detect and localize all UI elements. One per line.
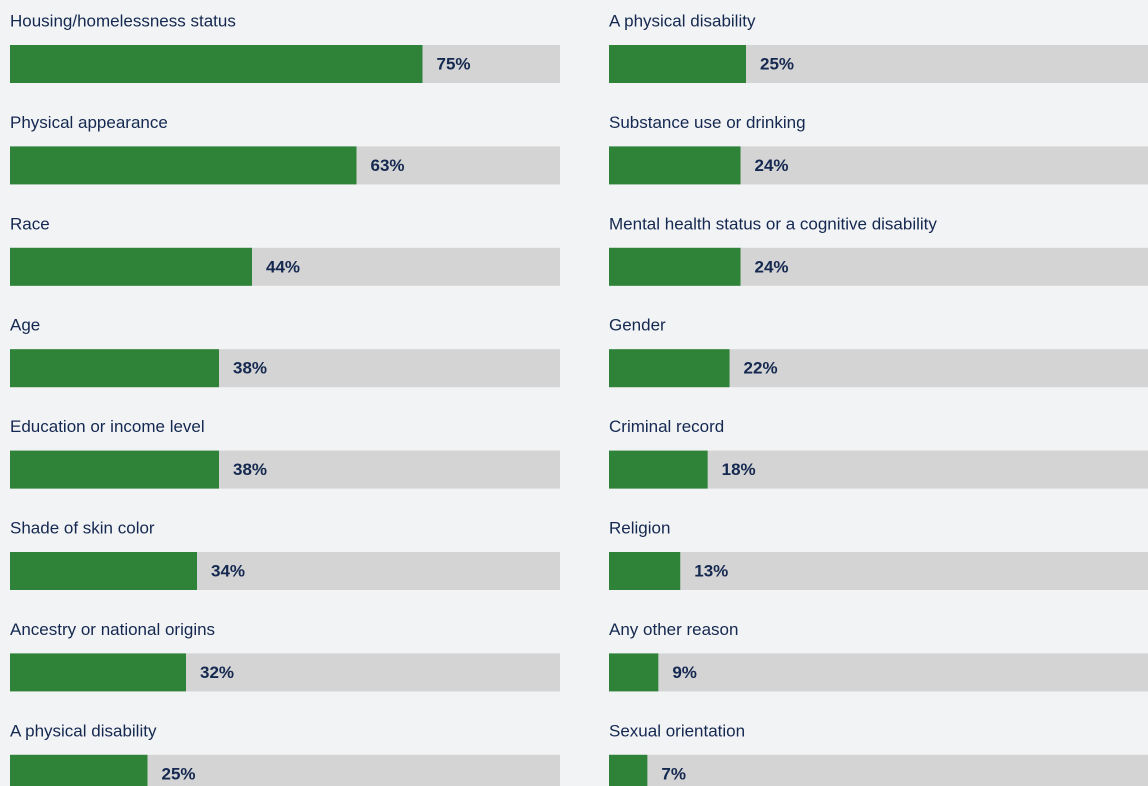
value-label: 75% [437, 54, 471, 73]
bar [10, 146, 357, 185]
bar [10, 552, 197, 590]
category-label: Ancestry or national origins [10, 620, 215, 639]
bar [609, 247, 741, 286]
bar [609, 552, 681, 590]
bar [10, 349, 219, 388]
bar-track [609, 552, 1148, 590]
category-label: Race [10, 214, 50, 233]
category-label: Housing/homelessness status [10, 11, 236, 30]
bar [609, 653, 659, 692]
category-label: Sexual orientation [609, 721, 745, 740]
value-label: 32% [200, 663, 234, 682]
category-label: A physical disability [609, 11, 756, 30]
bar [10, 45, 423, 83]
category-label: Physical appearance [10, 113, 168, 132]
value-label: 44% [266, 257, 300, 276]
value-label: 7% [661, 764, 686, 783]
value-label: 34% [211, 561, 245, 580]
bar [10, 247, 252, 286]
value-label: 24% [755, 257, 789, 276]
bar [609, 450, 708, 489]
bar [10, 450, 219, 489]
category-label: Age [10, 316, 40, 335]
value-label: 38% [233, 460, 267, 479]
value-label: 63% [371, 156, 405, 175]
value-label: 38% [233, 359, 267, 378]
value-label: 25% [760, 54, 794, 73]
value-label: 24% [755, 156, 789, 175]
bar [609, 349, 730, 388]
bar-track [609, 653, 1148, 692]
category-label: Education or income level [10, 417, 205, 436]
value-label: 22% [744, 359, 778, 378]
bar [609, 45, 746, 83]
category-label: A physical disability [10, 721, 157, 740]
category-label: Substance use or drinking [609, 113, 806, 132]
category-label: Criminal record [609, 417, 724, 436]
category-label: Gender [609, 316, 666, 335]
category-label: Shade of skin color [10, 518, 155, 537]
category-label: Any other reason [609, 620, 738, 639]
bar [10, 653, 186, 692]
value-label: 18% [722, 460, 756, 479]
value-label: 13% [694, 561, 728, 580]
bar [10, 754, 148, 786]
category-label: Mental health status or a cognitive disa… [609, 214, 937, 233]
bar [609, 146, 741, 185]
category-label: Religion [609, 518, 670, 537]
bar [609, 754, 648, 786]
bar-track [609, 754, 1148, 786]
value-label: 9% [672, 663, 697, 682]
value-label: 25% [162, 764, 196, 783]
